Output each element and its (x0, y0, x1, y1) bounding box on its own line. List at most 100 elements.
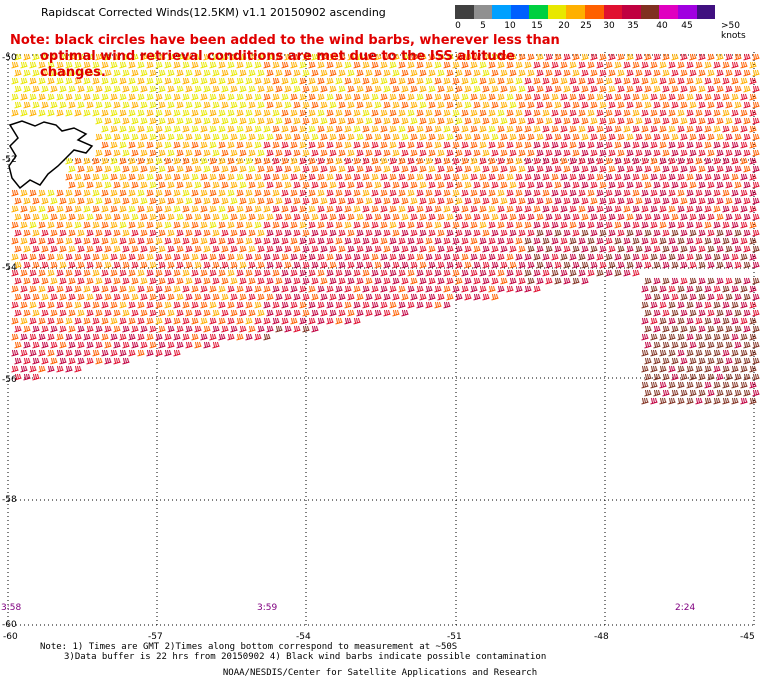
wind-barb (137, 61, 145, 69)
wind-barb (527, 277, 535, 285)
wind-barb (740, 77, 748, 85)
wind-barb (113, 229, 121, 237)
wind-barb (371, 205, 379, 213)
wind-barb (182, 77, 190, 85)
wind-barb (590, 229, 598, 237)
wind-barb (632, 93, 640, 101)
wind-barb (407, 157, 415, 165)
wind-barb (461, 173, 469, 181)
wind-barb (371, 301, 379, 309)
wind-barb (302, 293, 310, 301)
wind-barb (203, 165, 211, 173)
wind-barb (389, 61, 397, 69)
wind-barb (455, 133, 463, 141)
wind-barb (704, 381, 712, 389)
wind-barb (518, 101, 526, 109)
wind-barb (227, 157, 235, 165)
wind-barb (473, 261, 481, 269)
wind-barb (272, 285, 280, 293)
wind-barb (551, 109, 559, 117)
wind-barb (290, 317, 298, 325)
wind-barb (347, 261, 355, 269)
wind-barb (92, 253, 100, 261)
wind-barb (263, 61, 271, 69)
wind-barb (689, 85, 697, 93)
wind-barb (335, 285, 343, 293)
wind-barb (149, 309, 157, 317)
wind-barb (452, 253, 460, 261)
wind-barb (317, 205, 325, 213)
wind-barb (344, 141, 352, 149)
wind-barb (41, 101, 49, 109)
wind-barb (392, 165, 400, 173)
wind-barb (401, 69, 409, 77)
wind-barb (68, 229, 76, 237)
wind-barb (77, 69, 85, 77)
wind-barb (749, 349, 757, 357)
wind-barb (248, 117, 256, 125)
wind-barb (641, 301, 649, 309)
wind-barb (176, 325, 184, 333)
wind-barb (95, 101, 103, 109)
wind-barb (221, 309, 229, 317)
wind-barb (740, 125, 748, 133)
wind-barb (122, 101, 130, 109)
wind-barb (608, 133, 616, 141)
wind-barb (623, 237, 631, 245)
wind-barb (146, 269, 154, 277)
wind-barb (173, 173, 181, 181)
wind-barb (23, 293, 31, 301)
wind-barb (677, 221, 685, 229)
wind-barb (248, 229, 256, 237)
wind-barb (704, 301, 712, 309)
wind-barb (290, 77, 298, 85)
wind-barb (497, 61, 505, 69)
wind-barb (23, 229, 31, 237)
wind-barb (722, 381, 730, 389)
wind-barb (83, 253, 91, 261)
wind-barb (641, 157, 649, 165)
wind-barb (716, 309, 724, 317)
wind-barb (275, 213, 283, 221)
wind-barb (371, 125, 379, 133)
wind-barb (731, 173, 739, 181)
wind-barb (122, 149, 130, 157)
wind-barb (725, 85, 733, 93)
wind-barb (473, 101, 481, 109)
wind-barb (554, 181, 562, 189)
wind-barb (407, 221, 415, 229)
wind-barb (212, 181, 220, 189)
wind-barb (374, 69, 382, 77)
wind-barb (641, 237, 649, 245)
wind-barb (86, 197, 94, 205)
wind-barb (671, 229, 679, 237)
wind-barb (257, 133, 265, 141)
wind-barb (167, 197, 175, 205)
wind-barb (680, 293, 688, 301)
wind-barb (524, 205, 532, 213)
wind-barb (236, 285, 244, 293)
wind-barb (455, 245, 463, 253)
wind-barb (122, 85, 130, 93)
wind-barb (401, 165, 409, 173)
wind-barb (536, 197, 544, 205)
wind-barb (488, 221, 496, 229)
wind-barb (725, 293, 733, 301)
wind-barb (497, 189, 505, 197)
wind-barb (77, 293, 85, 301)
wind-barb (743, 181, 751, 189)
wind-barb (302, 133, 310, 141)
wind-barb (293, 309, 301, 317)
wind-barb (695, 317, 703, 325)
wind-barb (560, 269, 568, 277)
wind-barb (455, 149, 463, 157)
wind-barb (542, 269, 550, 277)
wind-barb (650, 397, 658, 405)
wind-barb (650, 349, 658, 357)
wind-barb (158, 245, 166, 253)
wind-barb (101, 237, 109, 245)
wind-barb (536, 181, 544, 189)
wind-barb (662, 245, 670, 253)
wind-barb (176, 69, 184, 77)
wind-barb (623, 189, 631, 197)
